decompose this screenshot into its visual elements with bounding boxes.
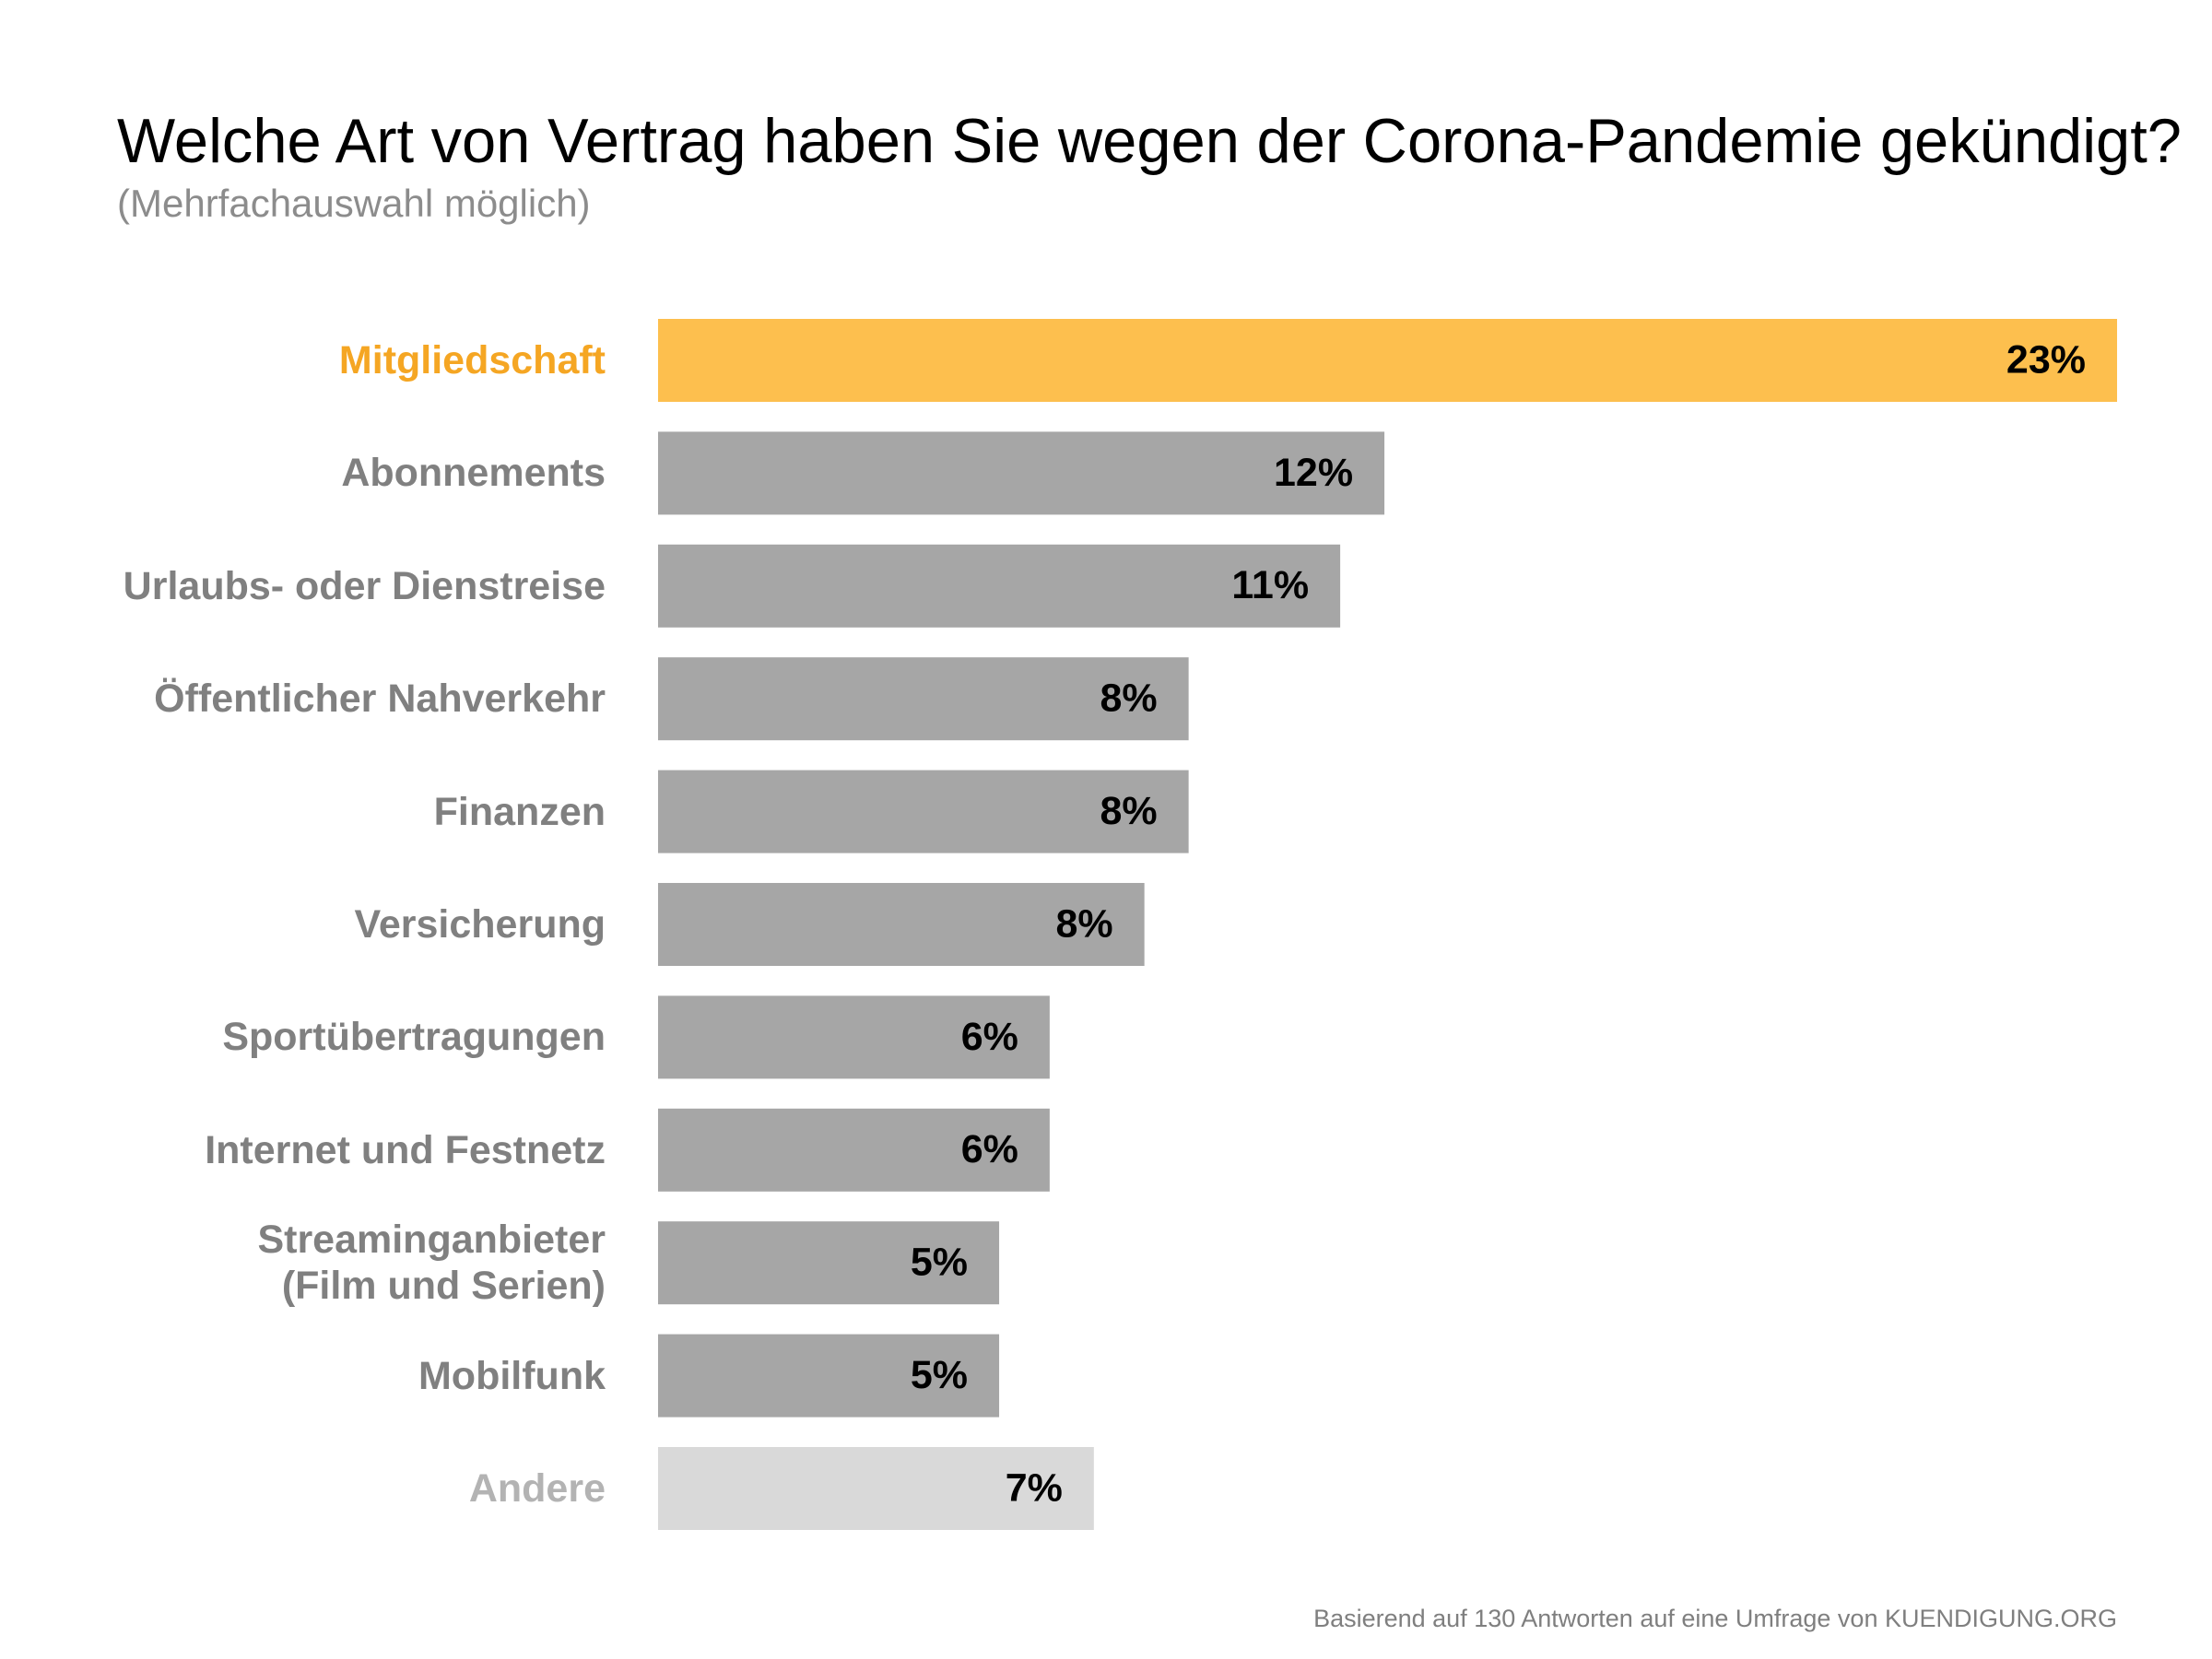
category-label: Öffentlicher Nahverkehr <box>154 677 606 722</box>
category-label: Mobilfunk <box>418 1353 606 1398</box>
category-label: Andere <box>468 1466 606 1511</box>
value-label: 12% <box>1274 451 1353 495</box>
bar <box>658 1447 1094 1530</box>
bar <box>658 770 1189 853</box>
bar <box>658 544 1341 628</box>
bar <box>658 995 1050 1079</box>
value-label: 8% <box>1100 677 1157 721</box>
footnote: Basierend auf 130 Antworten auf eine Umf… <box>1313 1605 2117 1632</box>
category-label: Internet und Festnetz <box>205 1127 606 1172</box>
category-label: Mitgliedschaft <box>338 338 606 382</box>
bar <box>658 1108 1050 1192</box>
bar <box>658 657 1189 741</box>
category-label: Sportübertragungen <box>222 1015 606 1060</box>
category-label: Abonnements <box>341 451 606 496</box>
bar <box>658 883 1145 966</box>
value-label: 8% <box>1056 901 1113 946</box>
value-label: 11% <box>1231 563 1309 607</box>
value-label: 6% <box>961 1015 1018 1059</box>
category-label: Urlaubs- oder Dienstreise <box>123 563 606 608</box>
chart-subtitle: (Mehrfachauswahl möglich) <box>117 182 591 225</box>
bar <box>658 1221 1000 1305</box>
value-label: 8% <box>1100 789 1157 833</box>
chart-title: Welche Art von Vertrag haben Sie wegen d… <box>117 106 2182 176</box>
category-label: Finanzen <box>433 789 606 834</box>
value-label: 5% <box>911 1353 968 1397</box>
value-label: 6% <box>961 1127 1018 1171</box>
category-label: Versicherung <box>354 902 606 947</box>
category-label: Streaminganbieter (Film und Serien) <box>257 1218 606 1309</box>
value-label: 23% <box>2006 337 2086 382</box>
bar <box>658 1334 1000 1418</box>
bar <box>658 319 2117 402</box>
value-label: 7% <box>1006 1465 1063 1510</box>
value-label: 5% <box>911 1241 968 1285</box>
bar <box>658 431 1385 515</box>
